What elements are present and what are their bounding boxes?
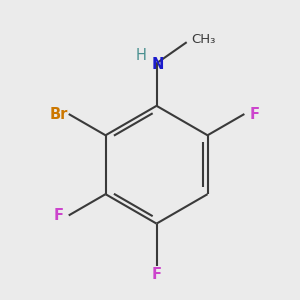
Text: Br: Br xyxy=(50,106,68,122)
Text: N: N xyxy=(151,57,164,72)
Text: H: H xyxy=(136,48,146,63)
Text: F: F xyxy=(249,106,259,122)
Text: F: F xyxy=(54,208,64,223)
Text: CH₃: CH₃ xyxy=(192,33,216,46)
Text: F: F xyxy=(152,267,161,282)
